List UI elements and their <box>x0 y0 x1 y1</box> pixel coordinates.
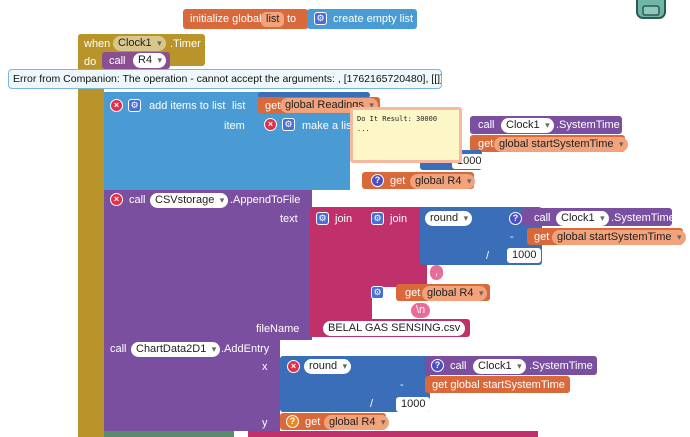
error-x-icon[interactable]: × <box>110 99 123 112</box>
create-empty-list-label: create empty list <box>333 13 414 25</box>
gear-icon[interactable]: ⚙ <box>282 118 295 131</box>
systemtime-label: .SystemTime <box>556 119 620 131</box>
y-socket-label: y <box>262 417 268 429</box>
create-empty-list-block[interactable] <box>307 9 417 29</box>
error-x-icon[interactable]: × <box>287 360 300 373</box>
timer-event-label: .Timer <box>170 38 201 50</box>
result-line1: Do It Result: 30000 <box>357 115 438 123</box>
result-line2: ... <box>357 125 370 133</box>
gear-icon[interactable]: ⚙ <box>371 286 384 299</box>
error-tooltip-text: Error from Companion: The operation - ca… <box>13 73 442 85</box>
start-system-time-dropdown[interactable]: global startSystemTime <box>494 137 628 152</box>
x-socket-label: x <box>262 361 268 373</box>
get-label: get <box>534 231 550 243</box>
add-items-label: add items to list <box>149 100 226 112</box>
next-block-stub[interactable] <box>104 431 234 437</box>
init-var-name[interactable]: list <box>261 12 285 27</box>
backpack-icon[interactable] <box>634 0 668 20</box>
systemtime-label: .SystemTime <box>611 212 675 224</box>
csv-append-to-file-block[interactable] <box>104 190 312 340</box>
get-label: get <box>478 138 494 150</box>
gear-icon[interactable]: ⚙ <box>316 212 329 225</box>
init-prefix: initialize global <box>190 13 262 25</box>
csvstorage-component-dropdown[interactable]: CSVstorage <box>150 193 229 208</box>
text-socket-label: text <box>280 213 298 225</box>
item-socket-label: item <box>224 120 245 132</box>
systemtime-label: .SystemTime <box>529 360 593 372</box>
divisor-number[interactable]: 1000 <box>507 248 542 263</box>
r4-var-dropdown[interactable]: global R4 <box>324 415 390 430</box>
divide-operator: / <box>370 398 374 410</box>
round-dropdown[interactable]: round <box>425 211 473 226</box>
start-system-time-dropdown[interactable]: global startSystemTime <box>552 230 686 245</box>
r4-procedure-dropdown[interactable]: R4 <box>133 53 167 68</box>
chartdata-component-dropdown[interactable]: ChartData2D1 <box>131 342 221 357</box>
make-a-list-label: make a list <box>302 120 355 132</box>
error-x-icon[interactable]: × <box>110 193 123 206</box>
call-label: call <box>450 360 467 372</box>
add-items-top-strip <box>258 92 370 98</box>
gear-icon[interactable]: ⚙ <box>128 99 141 112</box>
when-label: when <box>84 38 111 50</box>
next-text-block-stub[interactable] <box>248 431 538 437</box>
r4-var-dropdown[interactable]: global R4 <box>422 286 488 301</box>
gear-icon[interactable]: ⚙ <box>371 212 384 225</box>
get-label: get <box>265 100 281 112</box>
get-start-system-time-block[interactable] <box>425 376 570 393</box>
gear-icon[interactable]: ⚙ <box>314 12 327 25</box>
clock-component-dropdown[interactable]: Clock1 <box>473 359 526 374</box>
do-label: do <box>84 56 97 68</box>
error-x-icon[interactable]: × <box>264 118 277 131</box>
get-label: get <box>305 416 321 428</box>
help-question-icon[interactable]: ? <box>431 359 444 372</box>
join-label: join <box>335 213 353 225</box>
get-label: get <box>405 287 421 299</box>
comma-text-literal[interactable]: , <box>430 265 444 280</box>
add-entry-label: .AddEntry <box>221 343 270 355</box>
call-r4-label: call <box>109 55 126 67</box>
help-question-icon[interactable]: ? <box>371 174 384 187</box>
clock-component-dropdown[interactable]: Clock1 <box>501 118 554 133</box>
divisor-number[interactable]: 1000 <box>396 397 431 412</box>
event-body-rail <box>78 34 104 437</box>
error-tooltip: Error from Companion: The operation - ca… <box>8 69 442 89</box>
warning-question-icon[interactable]: ? <box>286 415 299 428</box>
divide-operator: / <box>486 250 490 262</box>
join2-label: join <box>390 213 408 225</box>
call-label: call <box>110 343 127 355</box>
do-it-result-bubble: Do It Result: 30000 ... <box>350 107 462 163</box>
append-to-file-label: .AppendToFile <box>230 194 301 206</box>
join-outer-block[interactable] <box>310 207 372 335</box>
call-label: call <box>534 212 551 224</box>
get-start-label: get global startSystemTime <box>432 379 565 391</box>
newline-text-literal[interactable]: \n <box>411 303 431 318</box>
init-to-label: to <box>287 13 297 25</box>
list-socket-label: list <box>232 100 246 112</box>
get-label: get <box>390 175 406 187</box>
filename-value[interactable]: BELAL GAS SENSING.csv <box>323 321 466 336</box>
help-question-icon[interactable]: ? <box>509 212 522 225</box>
minus-operator: - <box>400 379 404 391</box>
call-label: call <box>478 119 495 131</box>
clock-component-dropdown[interactable]: Clock1 <box>556 211 609 226</box>
call-label: call <box>129 194 146 206</box>
round-dropdown[interactable]: round <box>304 359 352 374</box>
clock-component-dropdown[interactable]: Clock1 <box>113 36 166 51</box>
divisor-number[interactable]: 1000 <box>452 154 487 169</box>
r4-var-dropdown[interactable]: global R4 <box>410 174 476 189</box>
filename-socket-label: fileName <box>256 323 300 335</box>
minus-operator: - <box>510 231 514 243</box>
